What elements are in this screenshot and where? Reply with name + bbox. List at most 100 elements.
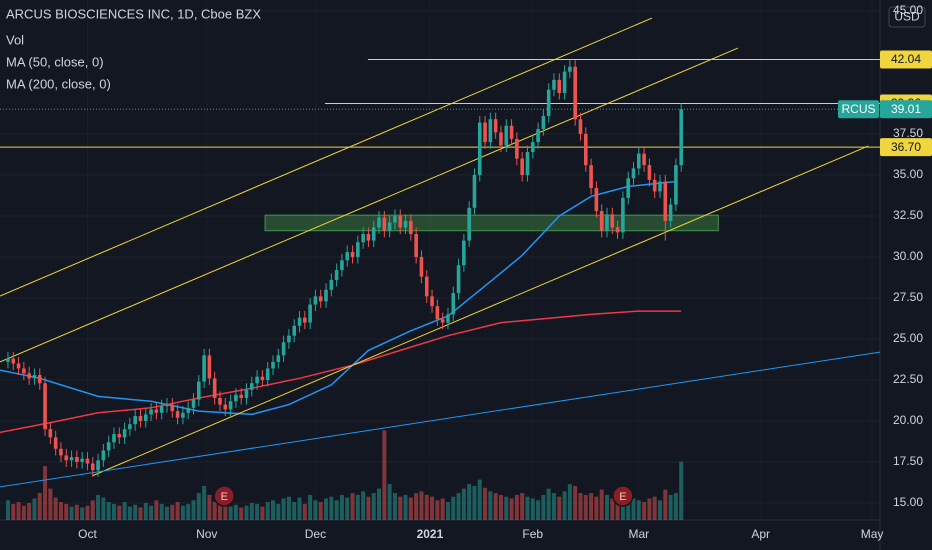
candle-body xyxy=(430,296,434,307)
candle-body xyxy=(371,227,376,241)
candle-body xyxy=(22,368,26,374)
x-tick-label: Oct xyxy=(78,527,97,541)
volume-bar xyxy=(207,494,212,520)
volume-bar xyxy=(149,505,154,520)
symbol-label: RCUS xyxy=(841,102,875,116)
y-tick-label: 35.00 xyxy=(893,167,923,181)
candle-body xyxy=(234,394,238,402)
candle-body xyxy=(536,129,540,143)
volume-bar xyxy=(48,488,53,520)
candle-body xyxy=(181,412,185,418)
volume-bar xyxy=(239,507,244,520)
volume-bar xyxy=(604,494,609,520)
y-tick-label: 15.00 xyxy=(893,495,923,509)
candle-body xyxy=(313,296,318,305)
candle-body xyxy=(414,234,418,257)
y-tick-label: 25.00 xyxy=(893,331,923,345)
earnings-label: E xyxy=(619,491,626,503)
volume-bar xyxy=(493,493,498,520)
volume-bar xyxy=(127,506,132,520)
candle-body xyxy=(610,214,615,228)
volume-bar xyxy=(180,505,185,520)
candle-body xyxy=(318,296,323,302)
volume-bar xyxy=(668,494,673,520)
volume-bar xyxy=(589,493,594,520)
candle-body xyxy=(228,401,233,410)
volume-bar xyxy=(361,491,366,520)
volume-bar xyxy=(334,500,339,520)
currency-box[interactable] xyxy=(888,6,926,28)
candle-body xyxy=(605,214,609,231)
volume-bar xyxy=(292,502,297,520)
candle-body xyxy=(636,153,641,169)
candle-body xyxy=(143,414,148,421)
volume-bar xyxy=(318,502,323,520)
volume-bar xyxy=(594,496,599,520)
volume-bar xyxy=(324,498,329,520)
candle-body xyxy=(403,220,408,228)
volume-bar xyxy=(541,494,546,520)
volume-bar xyxy=(557,496,562,520)
legend-volume: Vol xyxy=(6,32,24,47)
moving-average xyxy=(0,180,676,416)
volume-bar xyxy=(673,493,678,520)
x-tick-label: Dec xyxy=(305,527,326,541)
candle-body xyxy=(48,429,53,438)
volume-bar xyxy=(679,461,684,520)
y-tick-label: 30.00 xyxy=(893,249,923,263)
volume-bar xyxy=(339,494,344,520)
volume-bar xyxy=(599,489,604,520)
volume-bar xyxy=(430,496,435,520)
candle-body xyxy=(552,79,556,90)
volume-bar xyxy=(382,430,387,520)
candle-body xyxy=(621,197,625,233)
volume-bar xyxy=(228,506,233,520)
candle-body xyxy=(292,325,297,336)
volume-bar xyxy=(467,484,472,520)
candle-body xyxy=(631,168,636,179)
volume-bar xyxy=(111,503,116,520)
currency[interactable]: USD xyxy=(894,10,920,24)
candle-body xyxy=(186,407,190,413)
volume-bar xyxy=(647,498,652,520)
candle-body xyxy=(212,378,217,398)
candle-body xyxy=(578,119,583,134)
candle-body xyxy=(615,227,620,233)
volume-bar xyxy=(472,485,477,520)
candle-body xyxy=(520,158,524,175)
volume-bar xyxy=(610,498,615,520)
candle-body xyxy=(647,165,652,180)
candle-body xyxy=(668,204,673,221)
candle-body xyxy=(398,215,403,228)
volume-bar xyxy=(80,507,85,520)
volume-bar xyxy=(255,503,260,520)
candle-body xyxy=(387,222,392,231)
y-tick-label: 27.50 xyxy=(893,290,923,304)
candle-body xyxy=(562,71,567,93)
candle-body xyxy=(663,181,668,221)
candle-body xyxy=(393,215,397,223)
volume-bar xyxy=(32,498,37,520)
candle-body xyxy=(356,242,360,257)
candle-body xyxy=(483,122,487,143)
candle-body xyxy=(568,66,572,72)
x-tick-label: Mar xyxy=(628,527,649,541)
candle-body xyxy=(419,256,424,277)
candle-body xyxy=(53,437,58,449)
volume-bar xyxy=(408,497,413,520)
earnings-marker xyxy=(213,485,235,507)
volume-bar xyxy=(551,493,556,520)
volume-bar xyxy=(583,494,588,520)
candle-body xyxy=(117,434,122,438)
candle-body xyxy=(112,434,116,443)
candle-body xyxy=(599,211,604,231)
candle-body xyxy=(424,276,429,297)
candle-body xyxy=(96,460,100,471)
candle-body xyxy=(27,373,31,379)
candle-body xyxy=(202,355,206,382)
volume-bar xyxy=(631,498,636,520)
candle-body xyxy=(207,355,212,379)
candle-body xyxy=(472,174,477,208)
